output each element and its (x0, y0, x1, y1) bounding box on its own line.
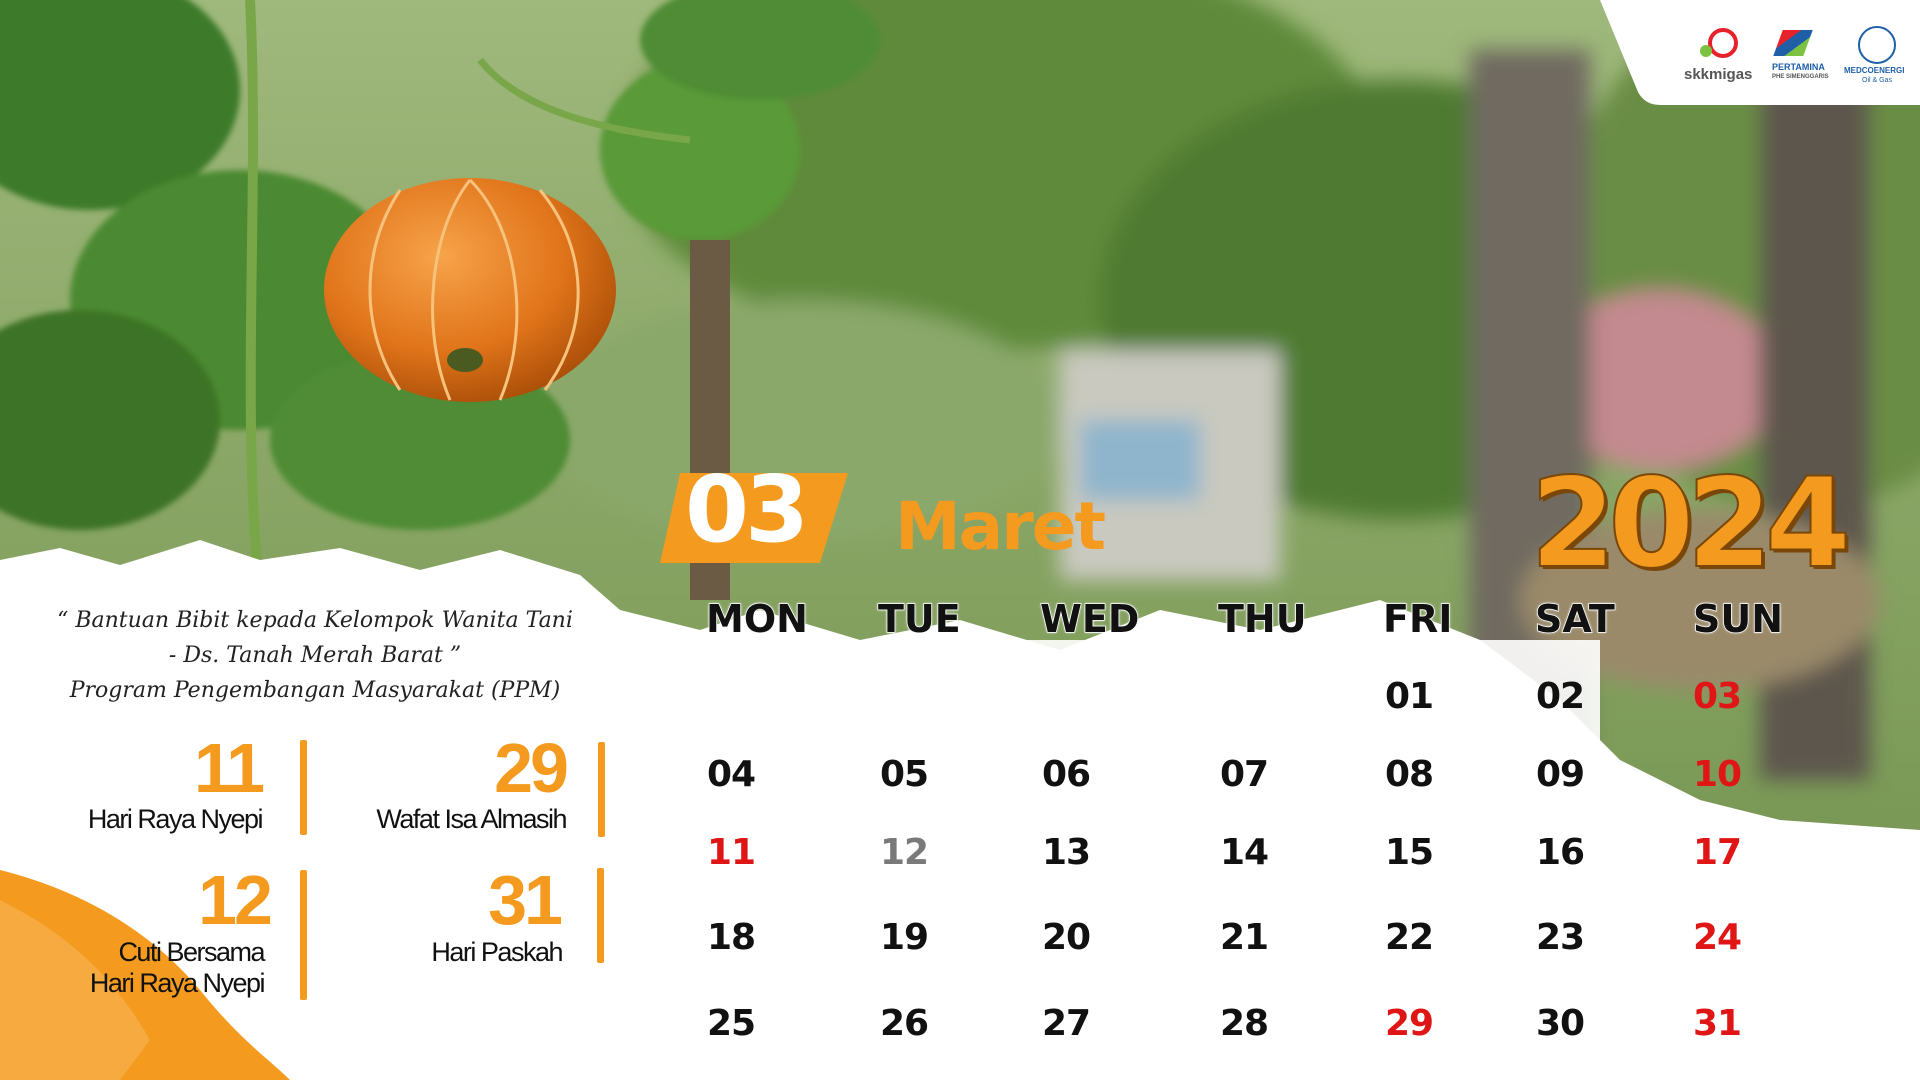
holiday-day: 29 (494, 729, 569, 807)
calendar-day: 03 (1693, 676, 1742, 717)
calendar-day: 07 (1220, 754, 1269, 795)
calendar-day: 30 (1536, 1003, 1585, 1044)
calendar-day: 29 (1385, 1003, 1434, 1044)
weekday-sun: SUN (1692, 596, 1784, 642)
holiday-label: Hari Raya Nyepi (87, 804, 264, 834)
weekday-mon: MON (705, 596, 808, 642)
medco-logo-subtext: Oil & Gas (1862, 77, 1892, 84)
holiday-day: 31 (488, 861, 563, 939)
sponsor-logo-bar: skkmigas PERTAMINA PHE SIMENGGARIS MEDCO… (1600, 0, 1920, 105)
caption-line-1: “ Bantuan Bibit kepada Kelompok Wanita T… (57, 608, 573, 633)
holiday-divider (597, 868, 604, 963)
calendar-day: 15 (1385, 832, 1434, 873)
month-number: 03 (684, 456, 809, 563)
calendar-day: 14 (1220, 832, 1269, 873)
weekday-tue: TUE (877, 596, 961, 642)
pertamina-logo-subtext: PHE SIMENGGARIS (1772, 74, 1829, 80)
skkmigas-logo-text: skkmigas (1684, 66, 1753, 83)
calendar-day: 13 (1042, 832, 1091, 873)
holiday-label: Hari Raya Nyepi (89, 968, 266, 998)
calendar-day: 18 (707, 917, 756, 958)
calendar-day: 22 (1385, 917, 1434, 958)
program-caption: “ Bantuan Bibit kepada Kelompok Wanita T… (40, 603, 590, 708)
calendar-day: 24 (1693, 917, 1742, 958)
calendar-day: 01 (1385, 676, 1434, 717)
calendar-day: 16 (1536, 832, 1585, 873)
weekday-wed: WED (1039, 596, 1140, 642)
calendar-day: 25 (707, 1003, 756, 1044)
weekday-sat: SAT (1534, 596, 1615, 642)
medco-logo-text: MEDCOENERGI (1844, 66, 1905, 75)
holiday-divider (300, 740, 307, 835)
skkmigas-logo-dot-icon (1700, 45, 1712, 57)
holiday-label: Hari Paskah (431, 937, 563, 967)
caption-line-2: - Ds. Tanah Merah Barat ” (168, 643, 462, 668)
calendar-day: 28 (1220, 1003, 1269, 1044)
calendar-day: 23 (1536, 917, 1585, 958)
holiday-divider (300, 870, 307, 1000)
skkmigas-logo-icon (1708, 28, 1738, 58)
holiday-divider (598, 742, 605, 837)
calendar-day: 09 (1536, 754, 1585, 795)
calendar-day: 26 (880, 1003, 929, 1044)
calendar-day: 27 (1042, 1003, 1091, 1044)
calendar-day: 08 (1385, 754, 1434, 795)
weekday-fri: FRI (1382, 596, 1453, 642)
calendar-day: 02 (1536, 676, 1585, 717)
calendar-day: 10 (1693, 754, 1742, 795)
calendar-day: 12 (880, 832, 929, 873)
calendar-day: 17 (1693, 832, 1742, 873)
month-number-badge (660, 473, 848, 563)
calendar-day: 19 (880, 917, 929, 958)
weekday-thu: THU (1217, 596, 1307, 642)
month-name: Maret (895, 488, 1106, 565)
holiday-label: Cuti Bersama (118, 937, 265, 967)
holiday-day: 12 (198, 861, 273, 939)
holiday-label: Wafat Isa Almasih (376, 804, 567, 834)
logo-bar-shape (1600, 0, 1920, 105)
calendar-day: 20 (1042, 917, 1091, 958)
holiday-day: 11 (194, 729, 265, 807)
calendar-day: 05 (880, 754, 929, 795)
calendar-day: 04 (707, 754, 756, 795)
medco-logo-icon (1858, 26, 1896, 64)
calendar-day: 06 (1042, 754, 1091, 795)
calendar-day: 31 (1693, 1003, 1742, 1044)
year-label: 2024 (1529, 451, 1852, 597)
calendar-day: 11 (707, 832, 756, 873)
caption-line-3: Program Pengembangan Masyarakat (PPM) (69, 678, 561, 703)
pertamina-logo-text: PERTAMINA (1772, 62, 1825, 72)
calendar-day: 21 (1220, 917, 1269, 958)
